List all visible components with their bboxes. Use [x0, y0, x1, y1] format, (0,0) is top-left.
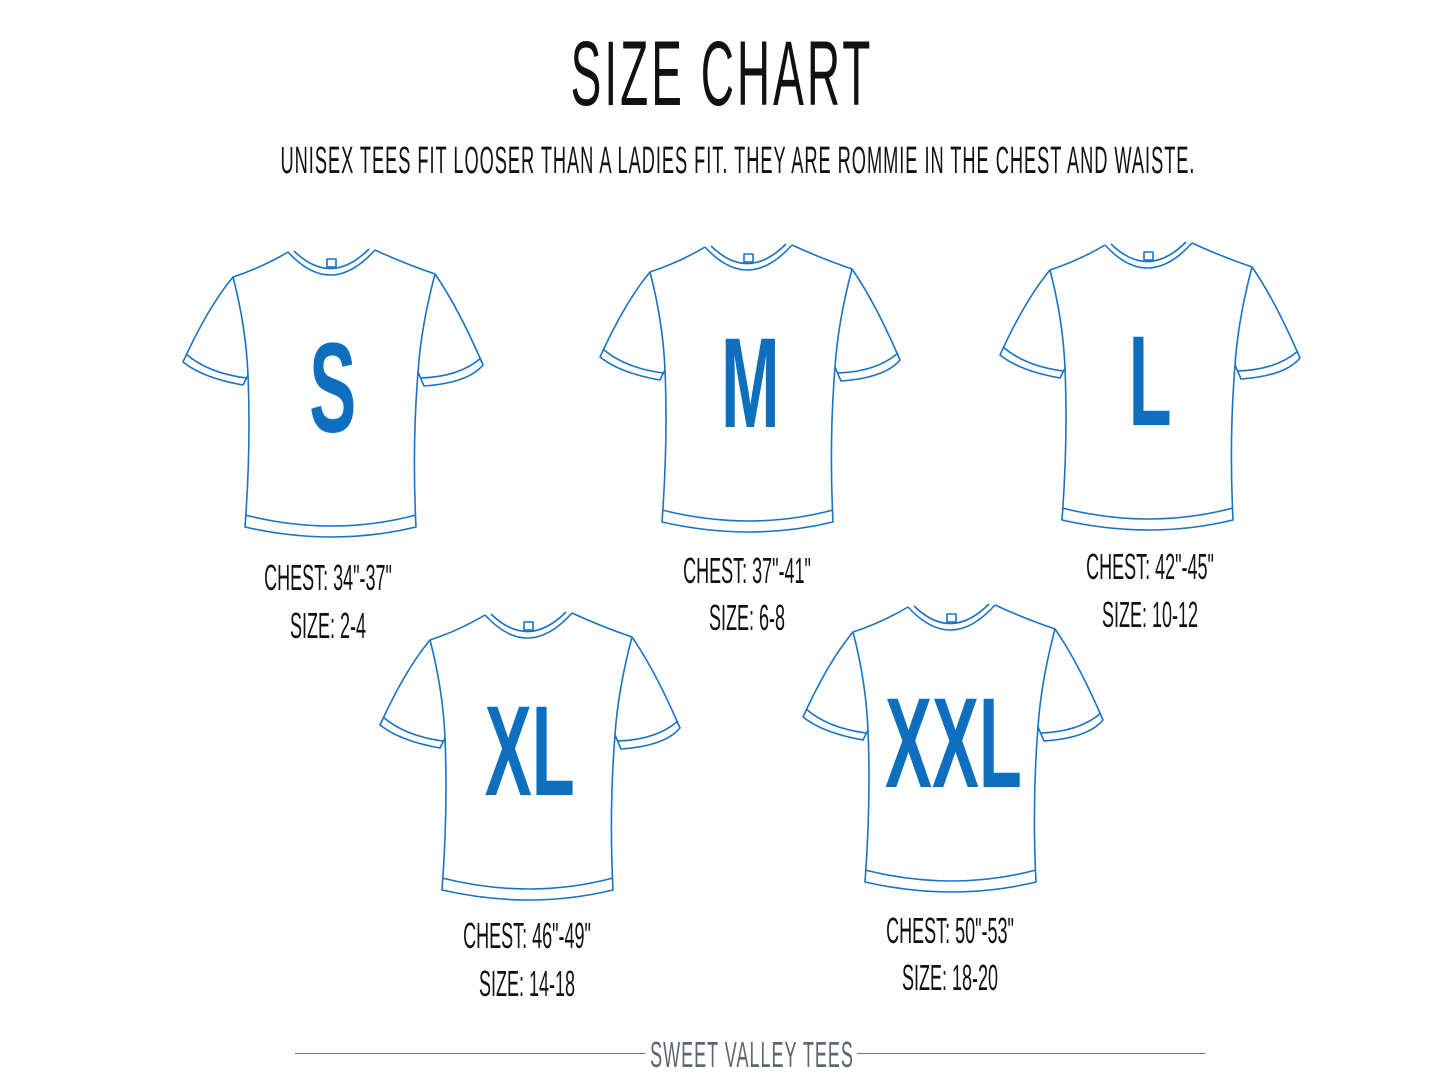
kids-size: SIZE: 14-18 — [478, 963, 576, 1004]
fit-note: UNISEX TEES FIT LOOSER THAN A LADIES FIT… — [280, 140, 1196, 182]
size-letter: XL — [485, 680, 575, 823]
chest-measurement: CHEST: 37"-41" — [683, 550, 811, 591]
size-letter: L — [1128, 310, 1172, 453]
chest-measurement: CHEST: 42"-45" — [1086, 546, 1214, 587]
shirt-m: M — [599, 242, 901, 534]
size-letter: S — [309, 317, 357, 460]
tshirt-outline-icon — [379, 611, 681, 901]
shirt-s: S — [182, 247, 484, 539]
page-title: SIZE CHART — [570, 23, 874, 125]
shirt-xxl: XXL — [802, 602, 1104, 894]
tshirt-outline-icon — [599, 243, 901, 533]
chest-measurement: CHEST: 50"-53" — [886, 910, 1014, 951]
chest-measurement: CHEST: 46"-49" — [463, 915, 591, 956]
size-letter: XXL — [884, 672, 1022, 815]
shirt-l: L — [999, 240, 1301, 532]
kids-size: SIZE: 18-20 — [901, 957, 999, 998]
shirt-xl: XL — [379, 610, 681, 902]
size-letter: M — [720, 312, 780, 455]
chest-measurement: CHEST: 34"-37" — [264, 557, 392, 598]
tshirt-outline-icon — [802, 603, 1104, 893]
tshirt-outline-icon — [182, 248, 484, 538]
kids-size: SIZE: 10-12 — [1101, 594, 1199, 635]
footer-divider-right — [857, 1053, 1205, 1054]
footer-divider-left — [295, 1053, 645, 1054]
tshirt-outline-icon — [999, 241, 1301, 531]
kids-size: SIZE: 6-8 — [708, 597, 786, 638]
brand-name: SWEET VALLEY TEES — [650, 1034, 854, 1075]
kids-size: SIZE: 2-4 — [289, 605, 367, 646]
